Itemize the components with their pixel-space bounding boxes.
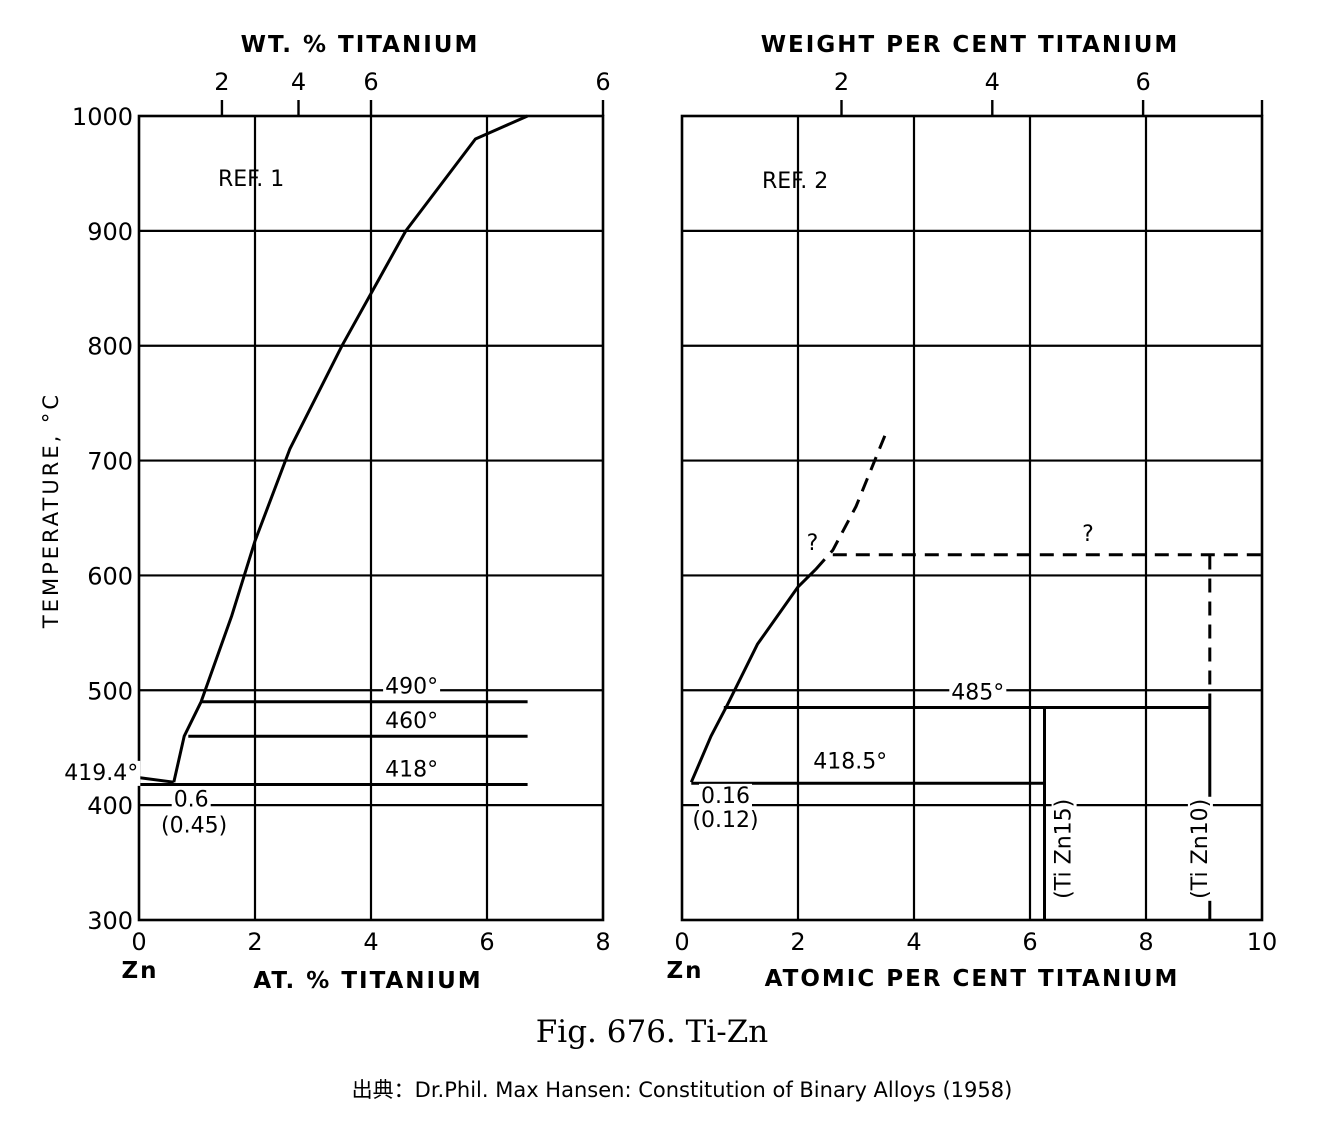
right-top-axis-title: WEIGHT PER CENT TITANIUM bbox=[761, 32, 1180, 58]
y-tick-label: 500 bbox=[87, 677, 133, 705]
right-top-tick-label: 6 bbox=[1135, 68, 1150, 96]
left-x-tick-label: 2 bbox=[247, 928, 262, 956]
left-top-tick-label: 2 bbox=[214, 68, 229, 96]
left-annotation-background bbox=[383, 709, 441, 735]
right-annotation: 0.16 bbox=[701, 784, 750, 809]
left-origin-label: Zn bbox=[121, 958, 158, 984]
y-tick-label: 1000 bbox=[72, 103, 133, 131]
right-annotation-background bbox=[811, 749, 890, 775]
left-annotation: (0.45) bbox=[161, 814, 227, 839]
figure-caption: Fig. 676. Ti-Zn bbox=[536, 1014, 768, 1050]
right-annotation-background bbox=[1051, 796, 1077, 901]
left-bottom-axis-title: AT. % TITANIUM bbox=[253, 968, 482, 994]
y-axis-title: TEMPERATURE, °C bbox=[39, 392, 63, 629]
right-annotation-background bbox=[1187, 796, 1213, 901]
left-annotation: 418° bbox=[385, 757, 438, 782]
right-x-tick-label: 0 bbox=[674, 928, 689, 956]
left-annotation: 419.4° bbox=[64, 761, 138, 786]
y-tick-label: 800 bbox=[87, 333, 133, 361]
right-origin-label: Zn bbox=[666, 958, 703, 984]
y-tick-label: 600 bbox=[87, 562, 133, 590]
right-bottom-axis-title: ATOMIC PER CENT TITANIUM bbox=[765, 966, 1180, 992]
right-ref-label: REF. 2 bbox=[762, 169, 828, 194]
right-annotation-background bbox=[949, 680, 1007, 706]
right-top-tick-label: 2 bbox=[834, 68, 849, 96]
right-liquidus-line bbox=[689, 568, 817, 783]
right-x-tick-label: 6 bbox=[1022, 928, 1037, 956]
right-annotation-background bbox=[804, 531, 821, 557]
left-liquidus-line bbox=[172, 114, 529, 783]
left-pure-zn-melting-line bbox=[138, 776, 174, 784]
left-top-tick-label: 6 bbox=[595, 68, 610, 96]
left-annotation-background bbox=[383, 757, 441, 783]
right-top-tick-label: 4 bbox=[985, 68, 1000, 96]
left-annotation-background bbox=[171, 787, 211, 813]
y-tick-label: 300 bbox=[87, 907, 133, 935]
right-annotation: (Ti Zn15) bbox=[1052, 799, 1077, 899]
left-annotation-background bbox=[383, 674, 441, 700]
left-top-axis-title: WT. % TITANIUM bbox=[241, 32, 480, 58]
left-x-tick-label: 8 bbox=[595, 928, 610, 956]
left-annotation: 0.6 bbox=[174, 787, 209, 812]
y-tick-label: 900 bbox=[87, 218, 133, 246]
left-ref-label: REF. 1 bbox=[218, 167, 284, 192]
left-x-tick-label: 6 bbox=[479, 928, 494, 956]
source-credit: 出典：Dr.Phil. Max Hansen: Constitution of … bbox=[352, 1078, 1013, 1102]
right-x-tick-label: 10 bbox=[1247, 928, 1278, 956]
right-annotation: 418.5° bbox=[813, 749, 887, 774]
left-x-tick-label: 4 bbox=[363, 928, 378, 956]
right-annotation-background bbox=[1080, 521, 1096, 547]
right-x-tick-label: 4 bbox=[906, 928, 921, 956]
left-annotation-background bbox=[62, 760, 141, 786]
left-annotation-background bbox=[159, 813, 230, 839]
left-top-tick-label: 6 bbox=[363, 68, 378, 96]
right-liquidus-extrapolated-line bbox=[814, 434, 887, 571]
right-annotation: ? bbox=[1082, 522, 1094, 547]
right-annotation: (Ti Zn10) bbox=[1188, 799, 1213, 899]
right-x-tick-label: 2 bbox=[790, 928, 805, 956]
right-annotation: 485° bbox=[951, 680, 1004, 705]
right-annotation-background bbox=[699, 783, 752, 809]
y-tick-label: 700 bbox=[87, 448, 133, 476]
left-annotation: 460° bbox=[385, 709, 438, 734]
left-x-tick-label: 0 bbox=[131, 928, 146, 956]
y-tick-label: 400 bbox=[87, 792, 133, 820]
right-x-tick-label: 8 bbox=[1138, 928, 1153, 956]
right-annotation: (0.12) bbox=[692, 808, 758, 833]
right-plot-frame bbox=[680, 114, 1264, 922]
right-panel-ref2: WEIGHT PER CENT TITANIUM ATOMIC PER CENT… bbox=[666, 32, 1277, 992]
left-annotation: 490° bbox=[385, 675, 438, 700]
right-annotation: ? bbox=[807, 531, 819, 556]
right-annotation-background bbox=[690, 807, 761, 833]
left-panel-ref1: WT. % TITANIUM AT. % TITANIUM Zn REF. 1 … bbox=[39, 32, 611, 994]
left-top-tick-label: 4 bbox=[291, 68, 306, 96]
